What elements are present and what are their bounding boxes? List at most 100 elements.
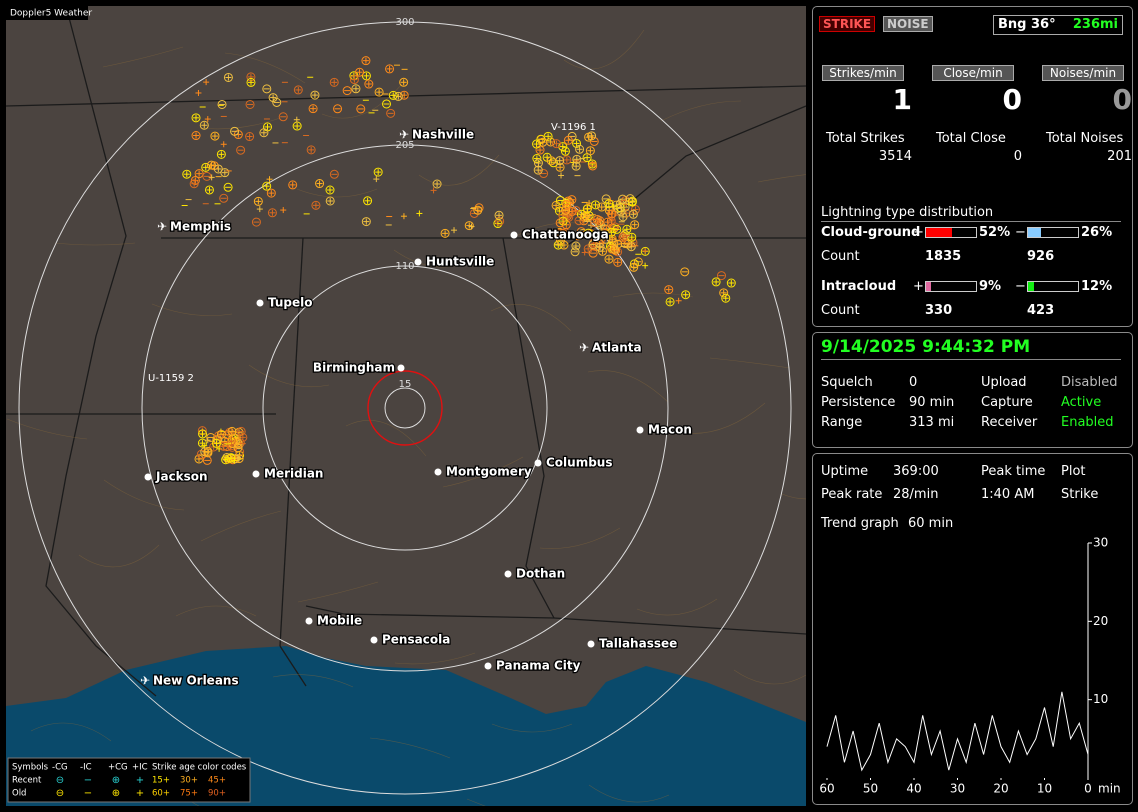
city-label: Pensacola xyxy=(382,633,450,647)
city-dot xyxy=(534,459,542,467)
legend-row-label: Recent xyxy=(12,776,42,786)
city-dot xyxy=(305,617,313,625)
strike-symbol xyxy=(495,216,505,226)
strike-symbol xyxy=(194,454,204,464)
strike-symbol xyxy=(561,205,571,215)
strike-ring xyxy=(553,240,563,250)
setting-text: 90 min xyxy=(909,395,955,410)
ring-label: 110 xyxy=(395,261,414,272)
strike-ring xyxy=(217,99,227,109)
strike-symbol xyxy=(206,160,216,170)
strike-symbol xyxy=(572,138,582,148)
distance: 236mi xyxy=(1072,17,1118,32)
strike-ring xyxy=(325,196,335,206)
strike-ring xyxy=(393,91,403,101)
road xyxy=(296,188,378,198)
map-title: Doppler5 Weather xyxy=(10,9,92,19)
strike-ring xyxy=(204,185,214,195)
strike-symbol xyxy=(182,169,192,179)
city-dot xyxy=(414,258,422,266)
legend-age: 60+ xyxy=(152,789,170,799)
city-dot xyxy=(370,636,378,644)
range-ring xyxy=(18,21,792,795)
strike-ring xyxy=(191,113,201,123)
road xyxy=(636,598,718,616)
strike-ring xyxy=(584,132,594,142)
range-ring xyxy=(141,144,669,672)
strike-symbol xyxy=(642,262,649,269)
strike-ring xyxy=(246,77,256,87)
strike-symbol xyxy=(451,227,458,234)
strike-symbol xyxy=(551,139,561,149)
airport-icon: ✈ xyxy=(399,128,409,142)
strike-symbol xyxy=(236,426,246,436)
city-label: Tallahassee xyxy=(599,637,677,651)
strike-symbol xyxy=(221,455,231,465)
strike-symbol xyxy=(195,89,202,96)
strike-button[interactable]: STRIKE xyxy=(819,16,876,32)
strike-symbol xyxy=(555,218,565,228)
strike-ring xyxy=(572,138,582,148)
road xyxy=(6,418,88,440)
strike-ring xyxy=(573,231,583,241)
strike-symbol xyxy=(622,224,632,234)
city-label: Mobile xyxy=(317,614,362,628)
strike-symbol xyxy=(440,228,450,238)
ring-label: 15 xyxy=(399,379,412,390)
pct-bar xyxy=(1028,282,1034,291)
strike-symbol xyxy=(726,278,736,288)
strike-symbol xyxy=(393,91,403,101)
city-dot xyxy=(252,470,260,478)
road xyxy=(175,605,257,617)
setting-text: 313 mi xyxy=(909,415,955,430)
strike-symbol xyxy=(373,176,380,183)
strike-ring xyxy=(618,233,628,243)
strike-ring xyxy=(719,288,729,298)
strike-symbol xyxy=(293,116,300,123)
strike-symbol xyxy=(363,196,373,206)
strike-symbol xyxy=(582,204,592,214)
strike-symbol xyxy=(351,84,361,94)
road xyxy=(709,357,791,369)
legend-header: +CG xyxy=(108,763,128,773)
strike-ring xyxy=(351,84,361,94)
pct-label: 12% xyxy=(1081,279,1113,294)
pct-box xyxy=(1027,227,1079,238)
strike-symbol xyxy=(620,202,630,212)
city-dot xyxy=(636,426,644,434)
strike-symbol xyxy=(585,146,595,156)
strike-symbol xyxy=(223,72,233,82)
strike-symbol xyxy=(202,171,212,181)
strike-ring xyxy=(581,211,591,221)
strike-symbol xyxy=(546,156,556,166)
city-dot xyxy=(504,570,512,578)
strike-symbol xyxy=(342,86,352,96)
legend-symbol: ⊕ xyxy=(112,788,120,799)
stat-text: 1:40 AM xyxy=(981,487,1035,502)
strike-ring xyxy=(182,169,192,179)
strike-ring xyxy=(588,248,598,258)
noise-button[interactable]: NOISE xyxy=(883,16,933,32)
strike-ring xyxy=(563,135,573,145)
setting-text: 0 xyxy=(909,375,918,390)
strike-ring xyxy=(716,271,726,281)
road xyxy=(321,83,403,119)
strike-symbol xyxy=(204,185,214,195)
strike-symbol xyxy=(310,90,320,100)
airport-icon: ✈ xyxy=(579,341,589,355)
legend-header: Symbols xyxy=(12,763,49,773)
road xyxy=(781,493,806,500)
strike-symbol xyxy=(364,79,374,89)
city-dot xyxy=(397,364,405,372)
strike-symbol xyxy=(416,210,423,217)
strike-ring xyxy=(191,131,201,141)
strike-symbol xyxy=(361,71,371,81)
strike-ring xyxy=(596,229,606,239)
datetime: 9/14/2025 9:44:32 PM xyxy=(821,337,1031,357)
city-dot xyxy=(587,640,595,648)
strike-ring xyxy=(306,145,316,155)
strike-symbol xyxy=(533,165,543,175)
strike-symbol xyxy=(626,242,636,252)
city-label: Macon xyxy=(648,423,692,437)
